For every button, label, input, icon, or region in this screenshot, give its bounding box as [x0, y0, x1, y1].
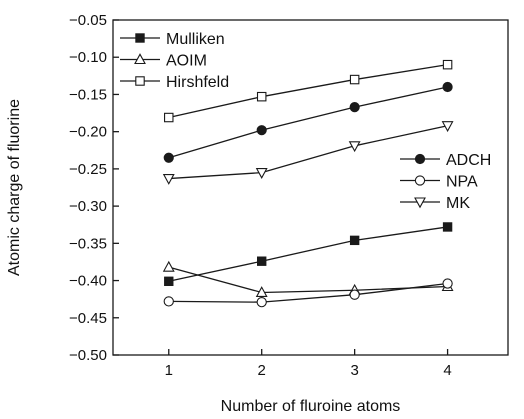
data-point-npa [256, 296, 267, 308]
series-adch [163, 81, 453, 163]
legend-item-mk: MK [400, 195, 470, 212]
series-line-adch [168, 86, 448, 159]
x-tick-label: 3 [350, 362, 358, 379]
legend-middle-right: ADCH NPA MK [400, 152, 491, 212]
data-point-mulliken [164, 276, 174, 287]
y-tick-label: −0.35 [69, 235, 107, 252]
data-point-adch [163, 152, 174, 163]
series-line-mk [168, 125, 448, 180]
y-tick-label: −0.10 [69, 49, 107, 66]
data-point-mk [348, 141, 361, 153]
series-line-hirshfeld [168, 64, 448, 119]
legend-item-hirshfeld: Hirshfeld [120, 74, 229, 91]
data-point-npa [349, 289, 360, 300]
data-point-adch [349, 102, 360, 113]
y-axis-title: Atomic charge of fluorine [6, 99, 23, 276]
y-tick-label: −0.25 [69, 161, 107, 178]
data-point-hirshfeld [349, 74, 360, 85]
x-axis-title: Number of fluroine atoms [221, 398, 401, 415]
y-tick-label: −0.40 [69, 273, 107, 290]
legend-marker-adch [414, 153, 426, 165]
x-tick-label: 2 [258, 362, 266, 379]
legend-label-mk: MK [446, 195, 470, 212]
data-point-aoim [162, 260, 175, 272]
legend-label-mulliken: Mulliken [166, 31, 225, 48]
legend-marker-aoim [134, 53, 146, 65]
series-mulliken [164, 222, 453, 287]
data-point-hirshfeld [256, 91, 267, 102]
data-point-mulliken [349, 235, 360, 246]
legend-marker-mulliken [135, 33, 145, 43]
data-point-mk [162, 174, 175, 185]
legend-item-adch: ADCH [400, 152, 491, 169]
data-point-mulliken [257, 256, 267, 266]
data-point-hirshfeld [164, 112, 174, 123]
y-axis-ticks: −0.50 −0.45 −0.40 −0.35 −0.30 −0.25 −0.20 −0.15… [69, 12, 119, 364]
legend-item-npa: NPA [400, 174, 478, 191]
y-tick-label: −0.30 [69, 198, 107, 215]
data-point-adch [256, 125, 267, 136]
y-tick-label: −0.45 [69, 310, 107, 327]
data-point-mk [255, 168, 268, 179]
data-point-hirshfeld [442, 59, 453, 70]
legend-item-mulliken: Mulliken [120, 31, 225, 48]
legend-marker-npa [414, 175, 426, 186]
y-tick-label: −0.50 [69, 347, 107, 364]
data-point-npa [442, 278, 453, 289]
legend-marker-mk [414, 197, 426, 209]
series-hirshfeld [164, 59, 453, 123]
data-point-adch [442, 81, 453, 93]
x-tick-label: 1 [165, 362, 173, 379]
legend-label-adch: ADCH [446, 152, 491, 169]
data-point-aoim [255, 286, 268, 298]
x-tick-label: 4 [443, 362, 451, 379]
y-tick-label: −0.05 [69, 12, 107, 29]
plot-area [112, 19, 509, 356]
series-layer [162, 59, 454, 308]
data-point-mulliken [442, 222, 453, 232]
legend-item-aoim: AOIM [120, 53, 207, 70]
legend-label-aoim: AOIM [166, 53, 207, 70]
y-tick-label: −0.15 [69, 86, 107, 103]
series-aoim [162, 260, 454, 298]
series-line-mulliken [168, 226, 448, 282]
series-mk [162, 121, 454, 185]
legend-label-hirshfeld: Hirshfeld [166, 74, 229, 91]
x-axis-ticks: 1 2 3 4 [165, 349, 452, 379]
series-npa [163, 278, 453, 308]
data-point-mk [441, 121, 454, 133]
series-line-npa [168, 282, 448, 303]
legend-label-npa: NPA [446, 174, 478, 191]
data-point-npa [163, 296, 174, 307]
legend-marker-hirshfeld [135, 76, 145, 86]
plot-frame [112, 19, 509, 356]
legend-top-left: Mulliken AOIM Hirshfeld [120, 31, 229, 91]
series-line-aoim [168, 266, 448, 294]
y-tick-label: −0.20 [69, 124, 107, 141]
legend-layer: Mulliken AOIM Hirshfeld ADCH NPA MK [120, 31, 491, 212]
